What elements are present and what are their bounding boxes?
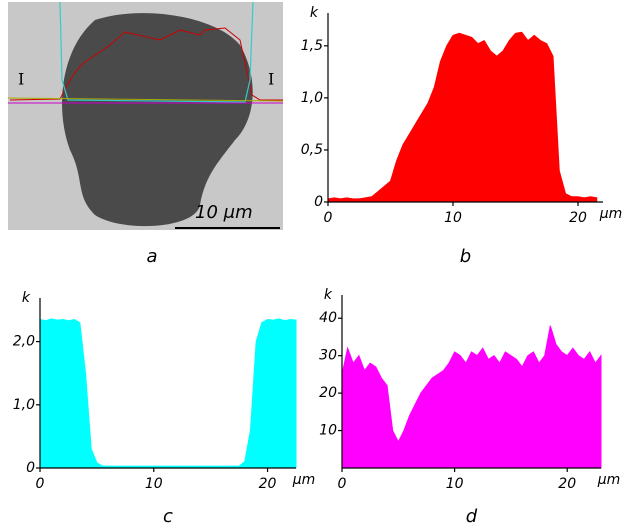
y-tick-label: 0,5 xyxy=(301,142,323,158)
x-tick-label: 10 xyxy=(444,210,462,226)
caption: b xyxy=(460,246,471,267)
x-axis-label: μm xyxy=(599,206,623,222)
x-tick-label: 0 xyxy=(36,476,45,492)
y-tick-label: 0 xyxy=(26,460,35,476)
x-axis-label: μm xyxy=(292,472,316,488)
y-axis-label: k xyxy=(310,5,319,21)
y-tick-label: 30 xyxy=(319,348,337,364)
particle xyxy=(62,13,253,227)
profile-line xyxy=(9,27,283,101)
x-tick-label: 0 xyxy=(338,476,347,492)
x-tick-label: 10 xyxy=(145,476,163,492)
x-tick-label: 20 xyxy=(569,210,587,226)
area xyxy=(39,318,297,469)
micrograph: I I 10 μm xyxy=(7,1,284,230)
profile-line xyxy=(7,97,284,102)
caption: c xyxy=(163,506,173,527)
y-tick-label: 20 xyxy=(319,385,337,401)
y-tick-label: 1,5 xyxy=(301,38,323,54)
caption: d xyxy=(466,506,478,527)
line-label: I xyxy=(268,70,274,89)
x-tick-label: 0 xyxy=(324,210,333,226)
y-tick-label: 10 xyxy=(319,423,337,439)
line-label: I xyxy=(18,70,24,89)
y-axis-label: k xyxy=(324,287,333,303)
y-axis-label: k xyxy=(22,290,31,306)
area xyxy=(327,31,598,203)
x-axis-label: μm xyxy=(597,472,621,488)
area xyxy=(341,325,602,469)
x-tick-label: 10 xyxy=(446,476,464,492)
x-tick-label: 20 xyxy=(558,476,576,492)
profile-line xyxy=(59,1,254,103)
caption: a xyxy=(146,246,157,267)
y-tick-label: 40 xyxy=(319,310,337,326)
y-tick-label: 2,0 xyxy=(13,334,35,350)
x-tick-label: 20 xyxy=(259,476,277,492)
y-tick-label: 1,0 xyxy=(13,397,35,413)
y-tick-label: 0 xyxy=(314,194,323,210)
y-tick-label: 1,0 xyxy=(301,90,323,106)
scale-label: 10 μm xyxy=(195,202,253,223)
